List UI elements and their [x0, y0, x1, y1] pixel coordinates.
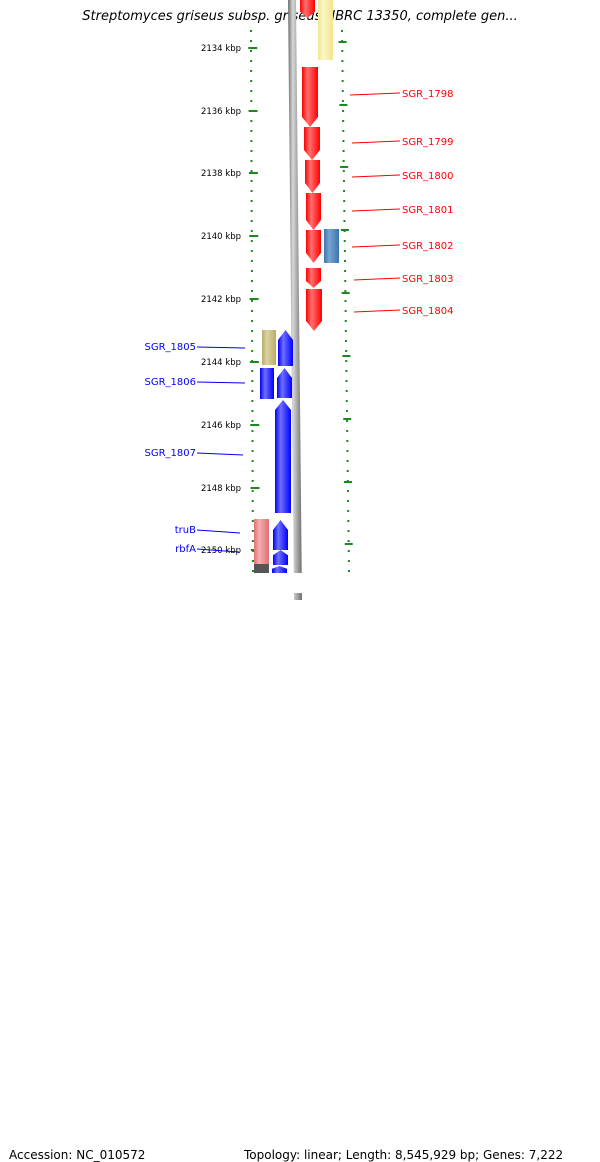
gene-label: SGR_1799 [402, 137, 454, 148]
gene-label: SGR_1806 [145, 377, 197, 388]
gene-arrow [277, 368, 292, 398]
gene-arrow [300, 0, 315, 18]
gene-leader-line [351, 140, 401, 144]
feature-block [262, 330, 276, 365]
gene-arrow [302, 67, 318, 127]
scale-label: 2134 kbp [201, 44, 241, 54]
gene-arrow [305, 160, 320, 193]
feature-block [318, 0, 333, 60]
gene-leader-line [351, 174, 401, 178]
accession-label: Accession: NC_010572 [9, 1148, 146, 1162]
gene-leader-line [196, 529, 241, 534]
gene-label: SGR_1798 [402, 89, 454, 100]
gene-arrow [275, 400, 291, 513]
left-dotted-guide [250, 29, 254, 573]
scale-label: 2140 kbp [201, 232, 241, 242]
right-dotted-guide [341, 29, 350, 573]
scale-label: 2146 kbp [201, 421, 241, 431]
gene-leader-line [349, 92, 401, 96]
footer-bar: Accession: NC_010572 Topology: linear; L… [0, 573, 600, 1162]
gene-leader-line [196, 548, 240, 553]
gene-label: rbfA [175, 544, 196, 555]
gene-label: SGR_1803 [402, 274, 454, 285]
gene-label: truB [175, 525, 196, 536]
genome-title: Streptomyces griseus subsp. griseus NBRC… [82, 9, 518, 24]
feature-block [254, 519, 269, 564]
gene-label: SGR_1807 [145, 448, 197, 459]
gene-leader-line [196, 452, 244, 456]
gene-label: SGR_1802 [402, 241, 454, 252]
gene-arrow [273, 550, 288, 565]
scale-label: 2144 kbp [201, 358, 241, 368]
backbone-line [288, 0, 302, 600]
gene-leader-line [353, 277, 401, 281]
gene-leader-line [196, 381, 246, 384]
gene-leader-line [351, 244, 401, 248]
gene-arrow [306, 230, 321, 263]
feature-block [254, 564, 269, 574]
genome-map: 2134 kbp 2136 kbp 2138 kbp 2140 kbp 2142 kbp… [145, 0, 454, 600]
gene-label: SGR_1800 [402, 171, 454, 182]
scale-label: 2142 kbp [201, 295, 241, 305]
feature-block [324, 229, 339, 263]
gene-leader-line [196, 346, 246, 349]
gene-arrow [306, 289, 322, 331]
topology-label: Topology: linear; Length: 8,545,929 bp; … [244, 1148, 564, 1162]
gene-leader-line [353, 309, 401, 313]
scale-label: 2138 kbp [201, 169, 241, 179]
scale-label: 2136 kbp [201, 107, 241, 117]
gene-arrow [306, 193, 321, 230]
scale-label: 2148 kbp [201, 484, 241, 494]
gene-leader-line [351, 208, 401, 212]
gene-arrow [278, 330, 293, 366]
gene-arrow [272, 566, 287, 574]
gene-arrow [273, 520, 288, 550]
feature-block [260, 368, 274, 399]
gene-label: SGR_1804 [402, 306, 454, 317]
gene-label: SGR_1801 [402, 205, 454, 216]
gene-arrow [304, 127, 320, 160]
gene-label: SGR_1805 [145, 342, 197, 353]
gene-arrow [306, 268, 321, 288]
